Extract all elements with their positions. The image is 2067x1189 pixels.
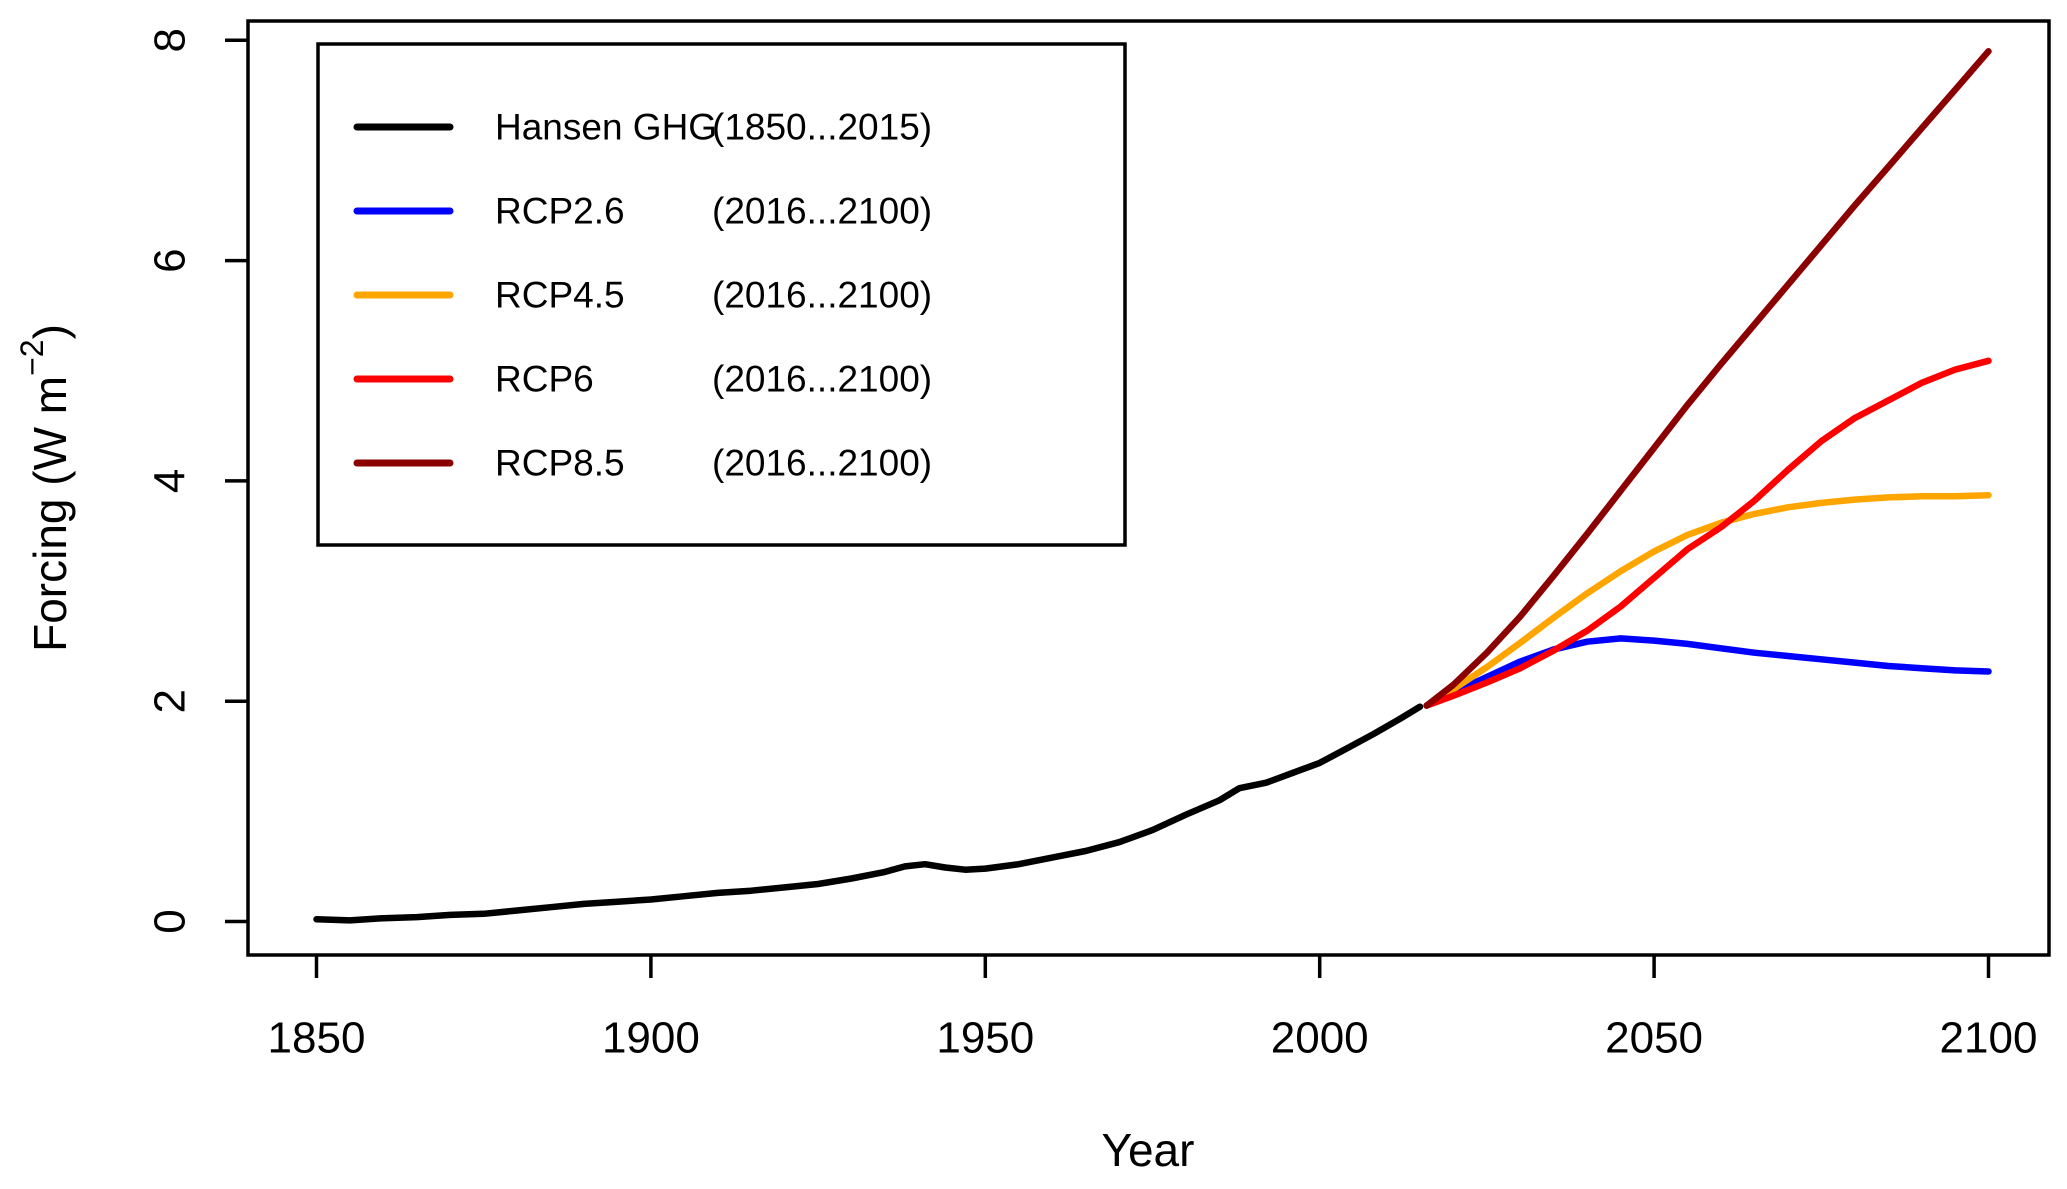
legend: Hansen GHG(1850...2015) RCP2.6 (2016...210…	[316, 42, 1127, 547]
legend-period-hansen-ghg: (1850...2015)	[712, 107, 932, 148]
legend-label-rcp8.5: RCP8.5	[495, 443, 625, 484]
y-axis: 0 2 4 6 8	[146, 28, 248, 934]
series-line-hansen-ghg	[313, 703, 1424, 924]
y-axis-title: Forcing (W m−2)	[14, 324, 76, 652]
legend-label-rcp2.6: RCP2.6	[495, 191, 625, 232]
legend-period-rcp6: (2016...2100)	[712, 359, 932, 400]
x-tick-label-1900: 1900	[602, 1014, 700, 1063]
series-line-rcp4.5	[1423, 491, 1992, 709]
legend-label-rcp4.5: RCP4.5	[495, 275, 625, 316]
x-tick-label-2000: 2000	[1271, 1014, 1369, 1063]
x-tick-label-2050: 2050	[1605, 1014, 1703, 1063]
series-line-rcp2.6	[1423, 635, 1992, 709]
x-axis-title: Year	[1102, 1124, 1195, 1176]
y-axis-title-superscript: −2	[14, 339, 50, 375]
x-tick-label-2100: 2100	[1940, 1014, 2038, 1063]
y-tick-label-4: 4	[146, 469, 195, 493]
y-tick-label-2: 2	[146, 689, 195, 713]
y-axis-title-close: )	[24, 324, 76, 339]
series-line-rcp6	[1423, 357, 1992, 709]
legend-rows: Hansen GHG(1850...2015) RCP2.6 (2016...210…	[353, 107, 932, 484]
y-tick-label-0: 0	[146, 909, 195, 933]
y-tick-label-8: 8	[146, 28, 195, 52]
series-line-rcp8.5	[1423, 48, 1992, 709]
legend-period-rcp4.5: (2016...2100)	[712, 275, 932, 316]
series-lines	[313, 48, 1992, 924]
legend-label-hansen-ghg: Hansen GHG	[495, 107, 717, 148]
x-tick-label-1850: 1850	[268, 1014, 366, 1063]
y-axis-title-main: Forcing (W m	[24, 376, 76, 652]
plot-border	[246, 19, 2051, 957]
legend-period-rcp8.5: (2016...2100)	[712, 443, 932, 484]
legend-label-rcp6: RCP6	[495, 359, 594, 400]
x-tick-label-1950: 1950	[936, 1014, 1034, 1063]
y-tick-label-6: 6	[146, 248, 195, 272]
legend-period-rcp2.6: (2016...2100)	[712, 191, 932, 232]
x-axis: 1850 1900 1950 2000 2050 2100	[268, 955, 2038, 1063]
